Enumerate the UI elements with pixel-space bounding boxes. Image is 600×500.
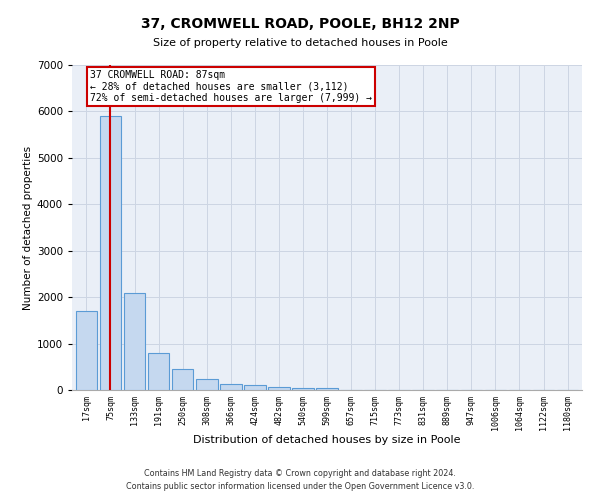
Bar [292, 388, 314, 390]
Bar [172, 369, 193, 390]
Bar [100, 116, 121, 390]
Bar [148, 354, 169, 390]
Bar [316, 388, 338, 390]
Bar [76, 311, 97, 390]
Bar [244, 385, 266, 390]
Text: Contains public sector information licensed under the Open Government Licence v3: Contains public sector information licen… [126, 482, 474, 491]
Text: 37, CROMWELL ROAD, POOLE, BH12 2NP: 37, CROMWELL ROAD, POOLE, BH12 2NP [140, 18, 460, 32]
Bar [196, 379, 218, 390]
Bar [220, 384, 242, 390]
Y-axis label: Number of detached properties: Number of detached properties [23, 146, 32, 310]
Bar [268, 386, 290, 390]
Text: Size of property relative to detached houses in Poole: Size of property relative to detached ho… [152, 38, 448, 48]
X-axis label: Distribution of detached houses by size in Poole: Distribution of detached houses by size … [193, 436, 461, 446]
Text: Contains HM Land Registry data © Crown copyright and database right 2024.: Contains HM Land Registry data © Crown c… [144, 468, 456, 477]
Bar [124, 292, 145, 390]
Text: 37 CROMWELL ROAD: 87sqm
← 28% of detached houses are smaller (3,112)
72% of semi: 37 CROMWELL ROAD: 87sqm ← 28% of detache… [90, 70, 372, 103]
